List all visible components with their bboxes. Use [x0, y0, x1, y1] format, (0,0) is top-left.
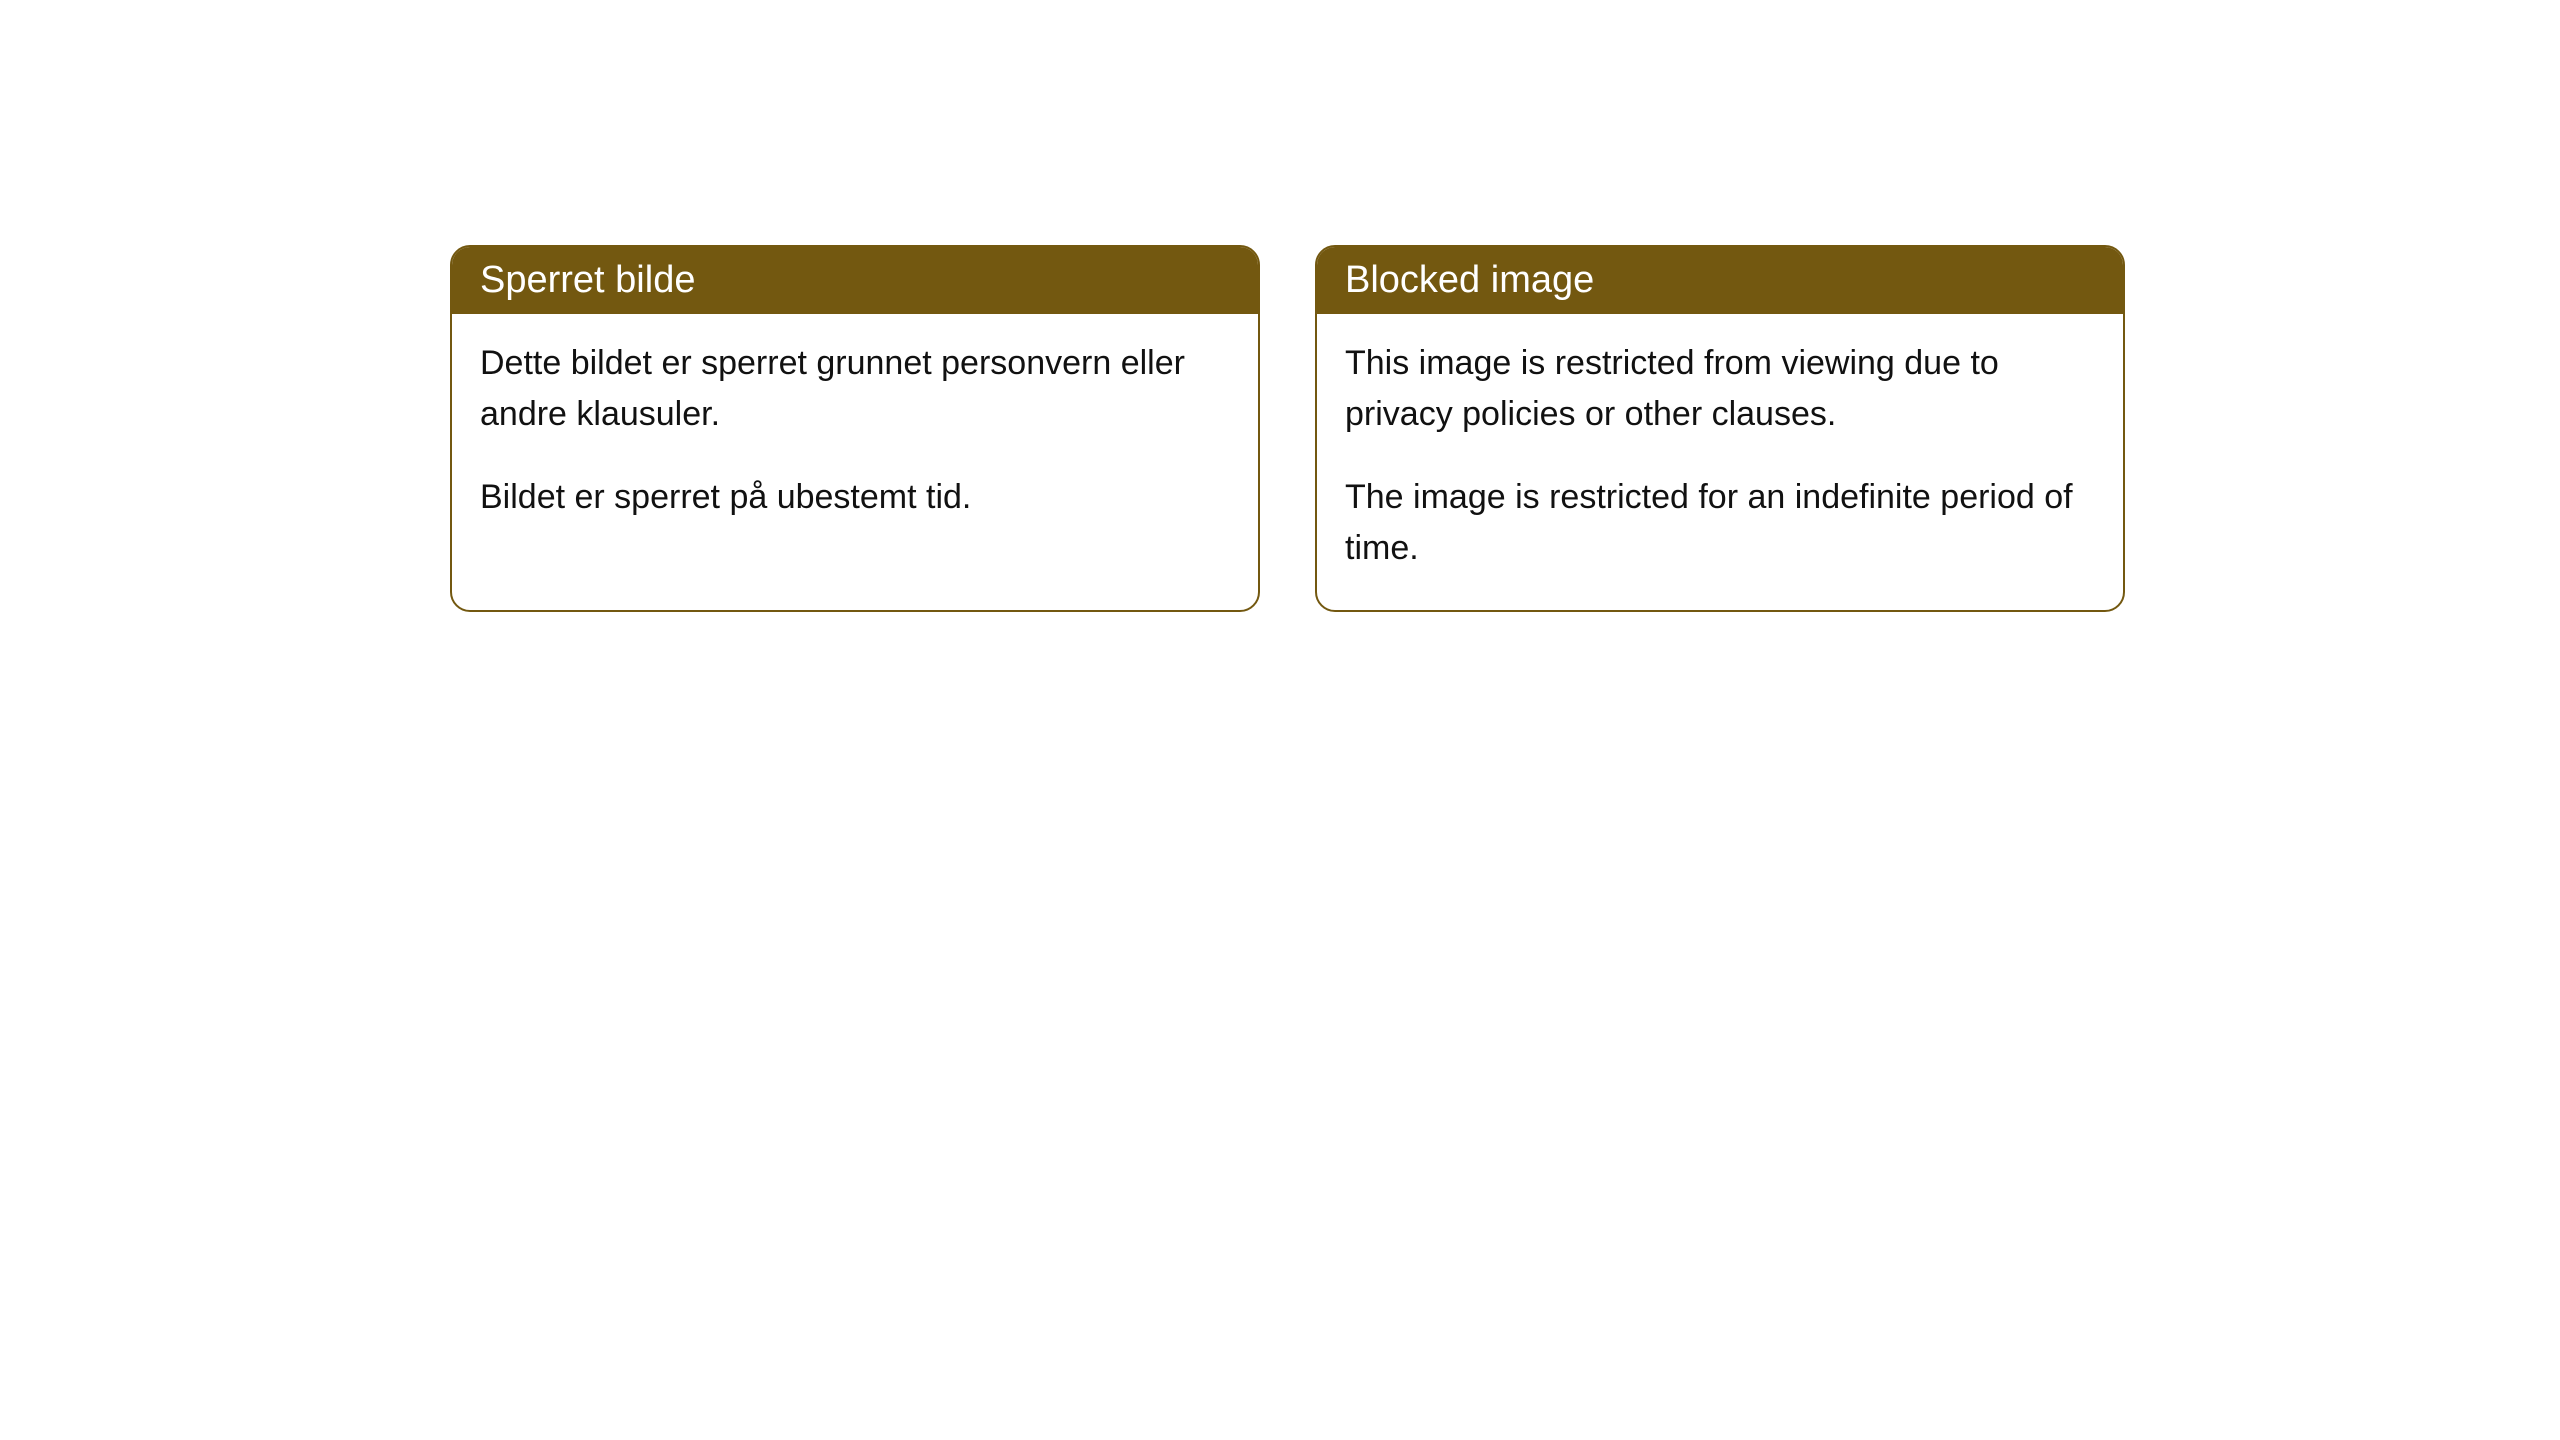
card-body-no: Dette bildet er sperret grunnet personve… [452, 314, 1258, 559]
card-body-text-1-en: This image is restricted from viewing du… [1345, 338, 2095, 440]
blocked-image-card-no: Sperret bilde Dette bildet er sperret gr… [450, 245, 1260, 612]
card-body-text-2-en: The image is restricted for an indefinit… [1345, 472, 2095, 574]
card-body-en: This image is restricted from viewing du… [1317, 314, 2123, 610]
notice-cards-container: Sperret bilde Dette bildet er sperret gr… [450, 245, 2125, 612]
card-body-text-1-no: Dette bildet er sperret grunnet personve… [480, 338, 1230, 440]
card-title-no: Sperret bilde [452, 247, 1258, 314]
card-title-en: Blocked image [1317, 247, 2123, 314]
blocked-image-card-en: Blocked image This image is restricted f… [1315, 245, 2125, 612]
card-body-text-2-no: Bildet er sperret på ubestemt tid. [480, 472, 1230, 523]
